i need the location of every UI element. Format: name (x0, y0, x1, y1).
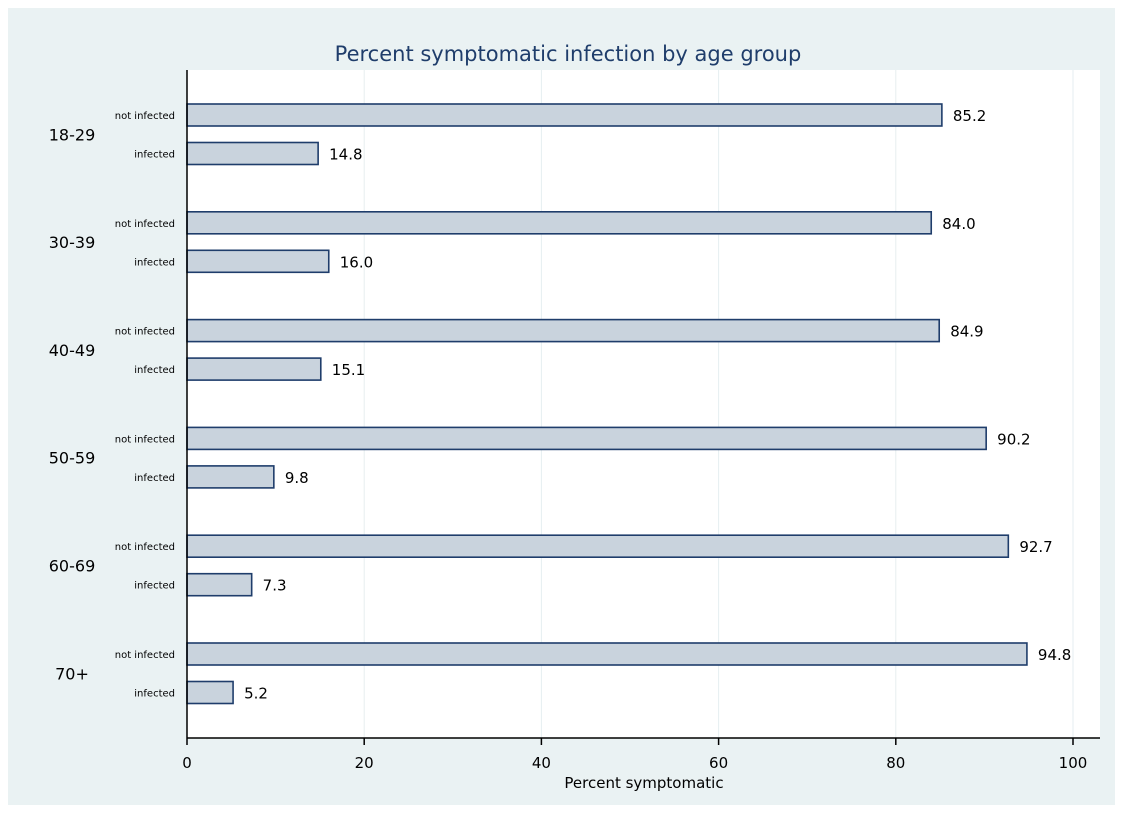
bar (186, 642, 1028, 666)
bar (186, 680, 234, 705)
group-label: 40-49 (49, 341, 96, 360)
bar (186, 426, 987, 451)
value-label: 92.7 (1019, 538, 1052, 556)
bar-category-label: infected (134, 473, 175, 484)
x-tick-label: 0 (182, 754, 192, 772)
x-tick-label: 20 (355, 754, 374, 772)
bar-category-label: not infected (115, 434, 175, 445)
value-label: 9.8 (285, 469, 309, 487)
bar-category-label: not infected (115, 327, 175, 338)
value-label: 85.2 (953, 107, 986, 125)
value-label: 94.8 (1038, 646, 1071, 664)
value-label: 84.0 (942, 215, 975, 233)
bar (186, 465, 275, 489)
bar-category-label: infected (134, 257, 175, 268)
bars: 85.2 not infected 14.8 infected 18-29 84.0 not… (49, 103, 1071, 705)
bar (186, 249, 330, 274)
group-label: 18-29 (49, 125, 96, 144)
bar-category-label: infected (134, 365, 175, 376)
bar (186, 572, 253, 597)
x-axis-title: Percent symptomatic (564, 774, 723, 792)
axes: 0 20 40 60 80 100 (182, 70, 1100, 772)
value-label: 84.9 (950, 323, 983, 341)
x-tick-label: 100 (1059, 754, 1088, 772)
plot-area (187, 70, 1100, 738)
bar-category-label: not infected (115, 111, 175, 122)
bar (186, 318, 941, 343)
x-tick-label: 40 (532, 754, 551, 772)
value-label: 16.0 (340, 253, 373, 271)
value-label: 90.2 (997, 430, 1030, 448)
bar-category-label: not infected (115, 542, 175, 553)
grid-lines (363, 70, 1074, 738)
bar-category-label: not infected (115, 219, 175, 230)
value-label: 14.8 (329, 146, 362, 164)
bar-category-label: infected (134, 689, 175, 700)
value-label: 7.3 (263, 577, 287, 595)
bar-category-label: infected (134, 581, 175, 592)
bar (186, 534, 1010, 559)
group-label: 30-39 (49, 233, 96, 252)
bar (186, 103, 943, 127)
group-label: 60-69 (49, 556, 96, 575)
x-tick-label: 80 (886, 754, 905, 772)
value-label: 5.2 (244, 685, 268, 703)
group-label: 50-59 (49, 449, 96, 468)
bar-category-label: infected (134, 150, 175, 161)
bar (186, 357, 322, 381)
bar (186, 211, 933, 235)
chart-title: Percent symptomatic infection by age gro… (335, 42, 802, 66)
x-tick-label: 60 (709, 754, 728, 772)
bar-category-label: not infected (115, 650, 175, 661)
bar (186, 141, 319, 166)
group-label: 70+ (55, 664, 89, 683)
value-label: 15.1 (332, 361, 365, 379)
